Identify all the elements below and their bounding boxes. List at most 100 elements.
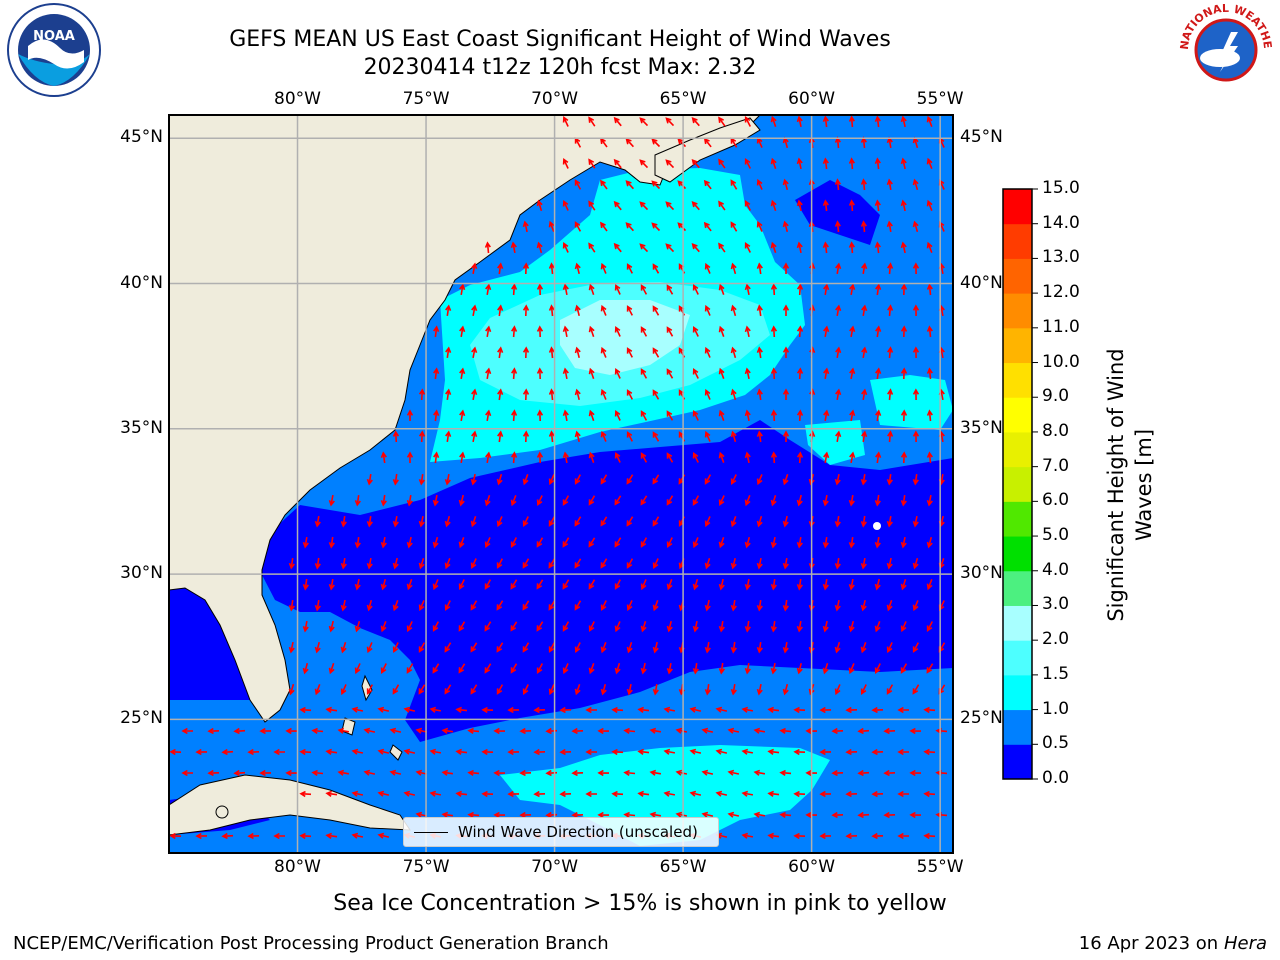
wave-direction-arrow bbox=[834, 557, 841, 570]
wave-direction-arrow bbox=[677, 138, 687, 148]
wave-direction-arrow bbox=[626, 305, 634, 316]
wave-direction-arrow bbox=[467, 727, 480, 734]
wave-direction-arrow bbox=[600, 642, 607, 654]
lon-label-top: 65°W bbox=[659, 89, 707, 109]
wave-direction-arrow bbox=[831, 811, 844, 819]
wave-direction-arrow bbox=[845, 790, 858, 798]
wave-direction-arrow bbox=[834, 641, 841, 654]
wave-direction-arrow bbox=[730, 641, 737, 654]
wave-direction-arrow bbox=[692, 409, 699, 421]
wave-direction-arrow bbox=[574, 474, 582, 485]
wave-direction-arrow bbox=[701, 727, 714, 734]
wave-direction-arrow bbox=[823, 325, 830, 338]
wave-direction-arrow bbox=[600, 430, 607, 442]
wave-direction-arrow bbox=[588, 283, 595, 295]
wave-direction-arrow bbox=[562, 115, 569, 127]
wave-direction-arrow bbox=[666, 452, 674, 463]
wave-direction-arrow bbox=[900, 578, 907, 591]
wave-direction-arrow bbox=[756, 641, 763, 654]
wave-direction-arrow bbox=[574, 516, 582, 527]
lon-label-bottom: 60°W bbox=[788, 857, 836, 877]
wave-direction-arrow bbox=[613, 242, 622, 253]
wave-direction-arrow bbox=[511, 283, 518, 296]
lon-label-bottom: 55°W bbox=[916, 857, 964, 877]
wave-direction-arrow bbox=[782, 430, 790, 442]
wave-direction-arrow bbox=[485, 325, 492, 338]
lon-label-bottom: 80°W bbox=[274, 857, 321, 877]
colorbar-segment bbox=[1003, 362, 1032, 398]
wave-direction-arrow bbox=[471, 262, 478, 275]
wave-direction-arrow bbox=[626, 683, 633, 696]
map-plot-area bbox=[169, 115, 953, 853]
wave-direction-arrow bbox=[639, 159, 649, 169]
wave-direction-arrow bbox=[730, 558, 737, 570]
wave-direction-arrow bbox=[770, 578, 777, 591]
wave-direction-arrow bbox=[545, 769, 558, 777]
wave-direction-arrow bbox=[692, 283, 699, 295]
sea-ice-note: Sea Ice Concentration > 15% is shown in … bbox=[333, 891, 947, 916]
wave-direction-arrow bbox=[834, 515, 841, 528]
wave-direction-arrow bbox=[849, 451, 856, 464]
colorbar-tick-label: 3.0 bbox=[1042, 594, 1070, 615]
wave-direction-arrow bbox=[626, 347, 634, 358]
wave-direction-arrow bbox=[848, 663, 855, 675]
wave-direction-arrow bbox=[585, 790, 597, 798]
wave-direction-arrow bbox=[314, 684, 321, 696]
wave-direction-arrow bbox=[701, 769, 714, 776]
wave-direction-arrow bbox=[822, 662, 829, 675]
wave-direction-arrow bbox=[444, 684, 452, 695]
wave-direction-arrow bbox=[666, 284, 674, 295]
wave-direction-arrow bbox=[649, 811, 662, 818]
wave-direction-arrow bbox=[871, 832, 884, 840]
wave-direction-arrow bbox=[493, 811, 506, 819]
wave-direction-arrow bbox=[511, 367, 518, 380]
wave-direction-arrow bbox=[380, 621, 387, 633]
wave-direction-arrow bbox=[796, 157, 803, 170]
wave-direction-arrow bbox=[459, 451, 466, 464]
wave-direction-arrow bbox=[559, 706, 572, 714]
wave-direction-arrow bbox=[366, 599, 373, 612]
wave-direction-arrow bbox=[340, 599, 347, 612]
colorbar-tick-label: 7.0 bbox=[1042, 455, 1070, 476]
wave-direction-arrow bbox=[626, 263, 634, 274]
wave-direction-arrow bbox=[860, 684, 867, 696]
wave-direction-arrow bbox=[233, 769, 246, 777]
wave-direction-arrow bbox=[600, 516, 608, 527]
wave-direction-arrow bbox=[458, 494, 465, 507]
wave-direction-arrow bbox=[909, 727, 922, 735]
wave-direction-arrow bbox=[640, 537, 648, 548]
wave-direction-arrow bbox=[626, 431, 634, 442]
wave-direction-arrow bbox=[652, 600, 659, 612]
wave-direction-arrow bbox=[285, 727, 298, 735]
wave-direction-arrow bbox=[718, 620, 725, 633]
wave-direction-arrow bbox=[926, 157, 933, 169]
wave-direction-arrow bbox=[730, 516, 737, 528]
wave-direction-arrow bbox=[533, 790, 546, 798]
map-title: GEFS MEAN US East Coast Significant Heig… bbox=[229, 27, 891, 52]
wave-direction-arrow bbox=[861, 262, 868, 275]
wave-direction-arrow bbox=[548, 684, 555, 696]
colorbar-segment bbox=[1003, 744, 1032, 780]
wave-direction-arrow bbox=[730, 430, 737, 443]
wave-direction-arrow bbox=[406, 579, 413, 591]
wave-direction-arrow bbox=[834, 599, 841, 612]
wave-direction-arrow bbox=[900, 199, 907, 212]
wave-direction-arrow bbox=[640, 579, 647, 591]
wave-direction-arrow bbox=[406, 494, 413, 507]
wave-direction-arrow bbox=[522, 642, 530, 653]
legend-label: Wind Wave Direction (unscaled) bbox=[458, 823, 698, 841]
wave-direction-arrow bbox=[536, 451, 544, 464]
wave-direction-arrow bbox=[406, 663, 414, 674]
wave-direction-arrow bbox=[471, 388, 478, 401]
wave-direction-arrow bbox=[897, 706, 909, 714]
wave-direction-arrow bbox=[718, 662, 725, 675]
wave-direction-arrow bbox=[861, 346, 868, 359]
wave-direction-arrow bbox=[871, 790, 884, 798]
ice-point bbox=[873, 522, 881, 530]
wave-direction-arrow bbox=[497, 346, 504, 359]
wave-direction-arrow bbox=[912, 684, 920, 695]
wave-direction-arrow bbox=[366, 684, 374, 695]
wave-direction-arrow bbox=[415, 727, 428, 734]
wave-direction-arrow bbox=[354, 620, 361, 633]
wave-direction-arrow bbox=[727, 727, 740, 734]
